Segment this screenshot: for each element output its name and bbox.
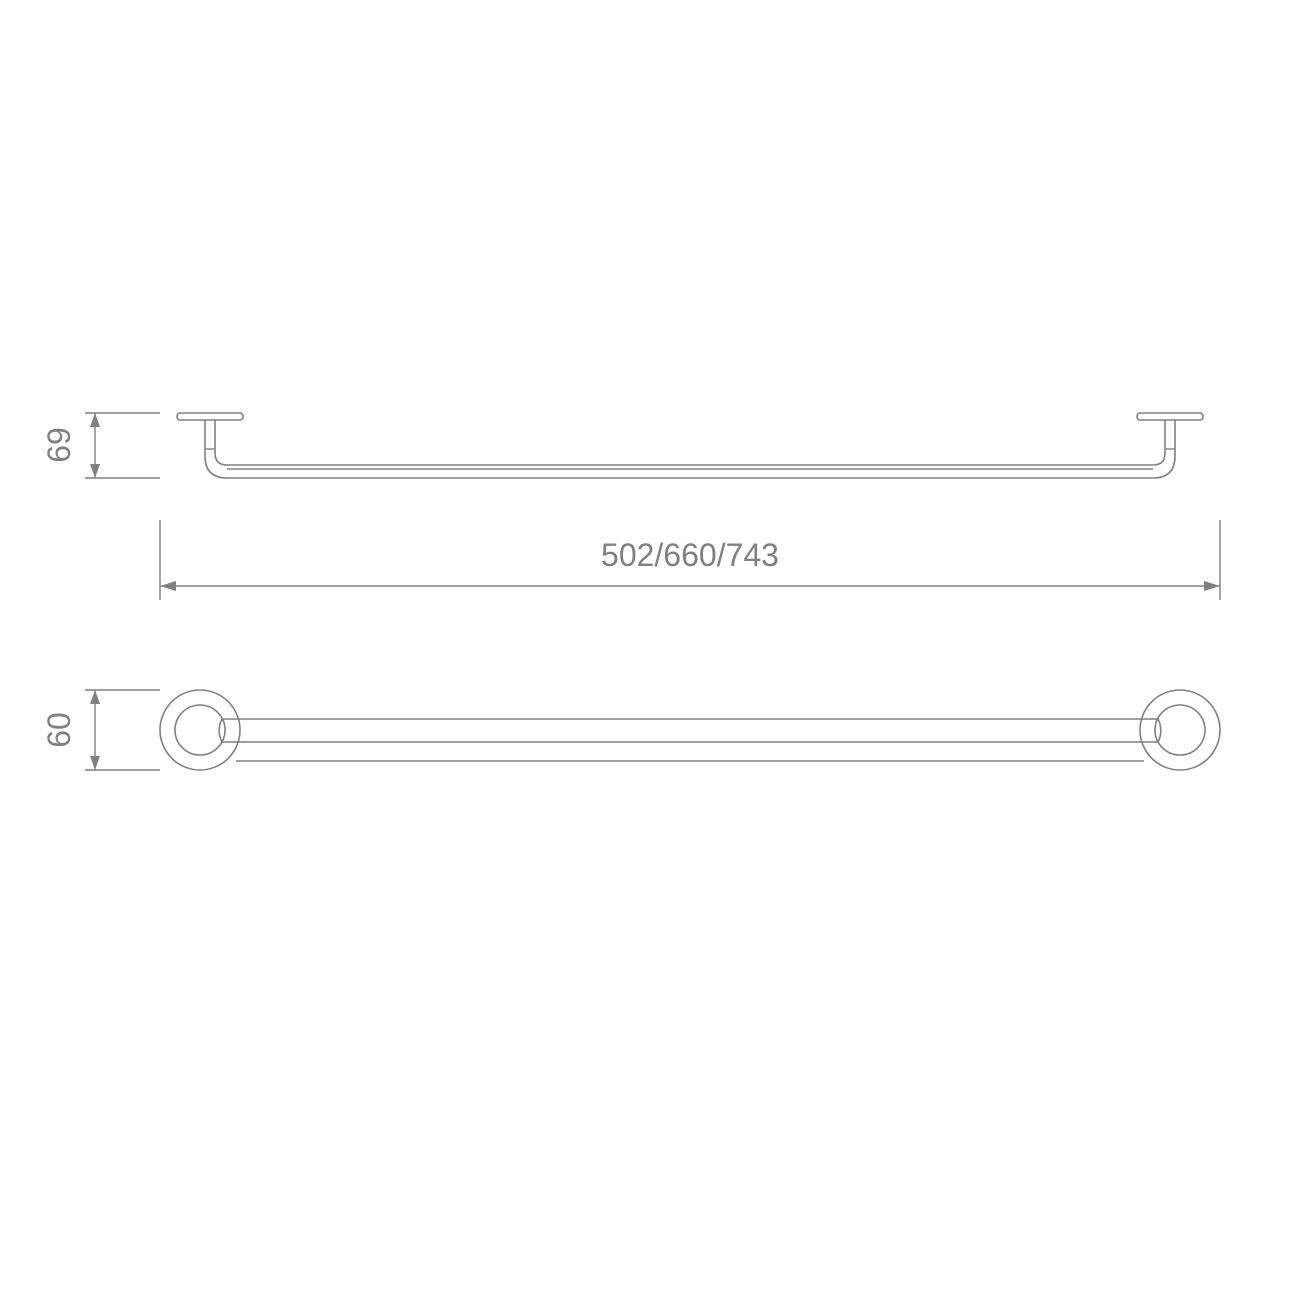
- front-bar-end-right: [1158, 719, 1161, 742]
- top-view-left-cap: [177, 413, 243, 420]
- front-bar-end-left: [219, 719, 222, 742]
- front-right-flange-outer: [1140, 690, 1220, 770]
- dim-60-arrow-bottom: [90, 756, 100, 770]
- dim-60-label: 60: [41, 712, 77, 748]
- front-left-flange-outer: [160, 690, 240, 770]
- top-view-right-cap: [1137, 413, 1203, 420]
- dim-width-arrow-right: [1204, 581, 1220, 591]
- dim-60-arrow-top: [90, 690, 100, 704]
- front-right-flange-inner: [1155, 705, 1205, 755]
- dim-69-arrow-bottom: [90, 464, 100, 478]
- dim-width-arrow-left: [160, 581, 176, 591]
- dim-width-label: 502/660/743: [601, 537, 779, 573]
- front-left-flange-inner: [175, 705, 225, 755]
- dim-69-label: 69: [41, 427, 77, 463]
- top-view-inner-outline: [215, 420, 1165, 465]
- technical-drawing: 69 502/660/743 60: [0, 0, 1296, 1297]
- dim-69-arrow-top: [90, 413, 100, 427]
